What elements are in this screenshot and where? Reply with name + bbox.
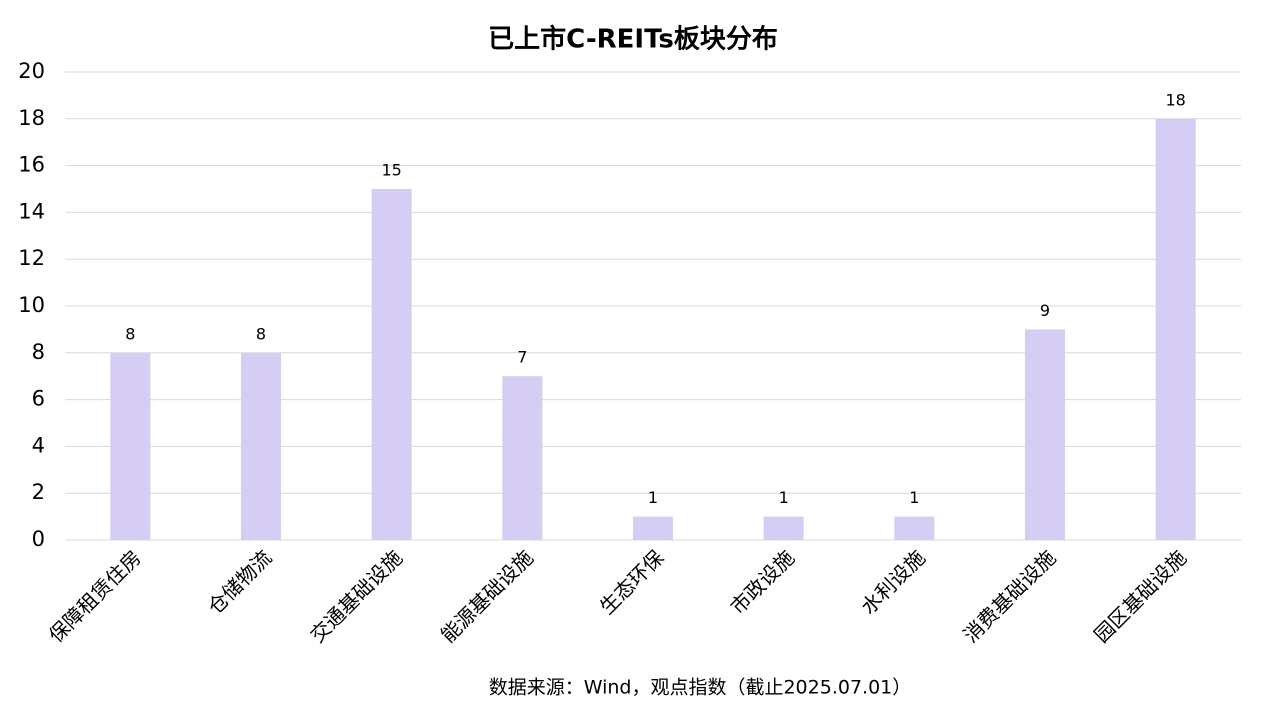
x-tick-label: 水利设施 (856, 545, 930, 619)
x-tick-label: 能源基础设施 (436, 545, 538, 647)
y-tick-label: 6 (32, 387, 45, 411)
bar (894, 516, 935, 540)
data-label: 9 (1040, 301, 1050, 320)
x-tick-label: 仓储物流 (203, 545, 277, 619)
bar (371, 189, 412, 540)
x-tick-label: 生态环保 (595, 545, 669, 619)
chart-title: 已上市C-REITs板块分布 (488, 24, 778, 55)
data-label: 8 (256, 324, 266, 343)
x-tick-label: 保障租赁住房 (44, 545, 146, 647)
data-label: 8 (125, 324, 135, 343)
bar (241, 352, 281, 540)
bar (1025, 329, 1065, 540)
y-tick-label: 12 (18, 246, 45, 270)
data-label: 1 (648, 488, 658, 507)
x-tick-label: 园区基础设施 (1089, 545, 1191, 647)
y-tick-label: 20 (18, 59, 45, 83)
y-tick-label: 4 (32, 433, 45, 457)
y-tick-label: 2 (32, 480, 45, 504)
bar (763, 516, 804, 540)
bar (1155, 118, 1196, 541)
bar (502, 376, 543, 540)
data-label: 7 (517, 348, 527, 367)
x-tick-label: 市政设施 (726, 545, 800, 619)
data-label: 1 (779, 488, 789, 507)
y-tick-label: 18 (18, 106, 45, 130)
x-tick-label: 消费基础设施 (959, 545, 1061, 647)
y-tick-label: 8 (32, 340, 45, 364)
data-label: 15 (381, 161, 401, 180)
bar (633, 516, 673, 540)
y-tick-label: 16 (18, 153, 45, 177)
data-label: 1 (909, 488, 919, 507)
source-note: 数据来源：Wind，观点指数（截止2025.07.01） (489, 677, 912, 699)
x-tick-label: 交通基础设施 (305, 545, 407, 647)
bar (110, 352, 151, 540)
y-tick-label: 14 (18, 199, 45, 223)
y-tick-label: 0 (32, 527, 45, 551)
y-tick-label: 10 (18, 293, 45, 317)
data-label: 18 (1165, 90, 1185, 109)
